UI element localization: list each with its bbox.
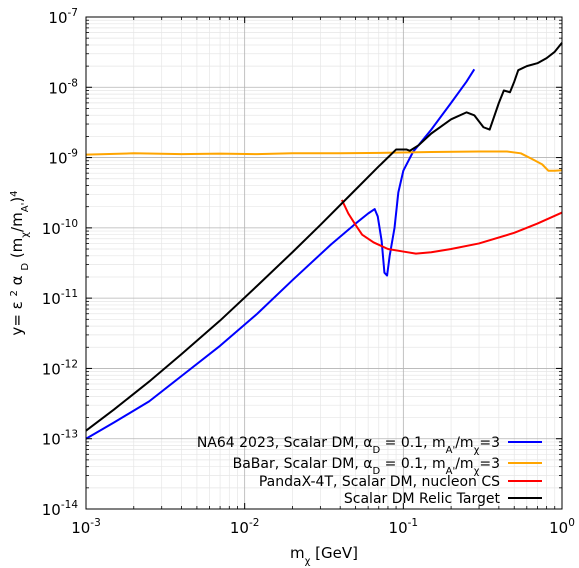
series-line-relic xyxy=(85,42,563,432)
legend: NA64 2023, Scalar DM, αD = 0.1, mA'/mχ=3… xyxy=(197,435,542,507)
y-tick-label: 10-9 xyxy=(48,148,78,168)
ticks xyxy=(85,16,563,510)
y-axis-label: y= ε 2 α D (mχ/mA')4 xyxy=(8,190,31,335)
series-layer xyxy=(85,42,563,440)
plot-frame xyxy=(85,16,563,510)
x-tick-label: 10-2 xyxy=(230,517,260,537)
grid-minor xyxy=(86,17,562,509)
y-tick-label: 10-8 xyxy=(48,77,78,97)
series-line-na64 xyxy=(85,68,476,440)
series-line-pandax xyxy=(340,199,563,255)
x-tick-label: 10-1 xyxy=(389,517,419,537)
y-tick-label: 10-11 xyxy=(42,288,78,308)
y-tick-label: 10-10 xyxy=(42,218,78,238)
y-tick-label: 10-13 xyxy=(42,429,78,449)
legend-entry-pandax: PandaX-4T, Scalar DM, nucleon CS xyxy=(259,474,500,490)
tick-labels: 10-3 10-2 10-1 100 10-14 10-13 10-12 10-11 10-10… xyxy=(42,7,575,537)
series-line-babar xyxy=(85,150,563,172)
y-tick-label: 10-14 xyxy=(42,499,79,519)
x-tick-label: 100 xyxy=(549,517,575,537)
legend-entry-na64: NA64 2023, Scalar DM, αD = 0.1, mA'/mχ=3 xyxy=(197,435,500,456)
x-tick-label: 10-3 xyxy=(71,517,101,537)
legend-entry-relic: Scalar DM Relic Target xyxy=(344,491,501,507)
x-axis-label: mχ [GeV] xyxy=(290,544,358,567)
y-tick-label: 10-12 xyxy=(42,358,78,378)
y-tick-label: 10-7 xyxy=(48,7,78,27)
legend-entry-babar: BaBar, Scalar DM, αD = 0.1, mA'/mχ=3 xyxy=(233,456,500,477)
